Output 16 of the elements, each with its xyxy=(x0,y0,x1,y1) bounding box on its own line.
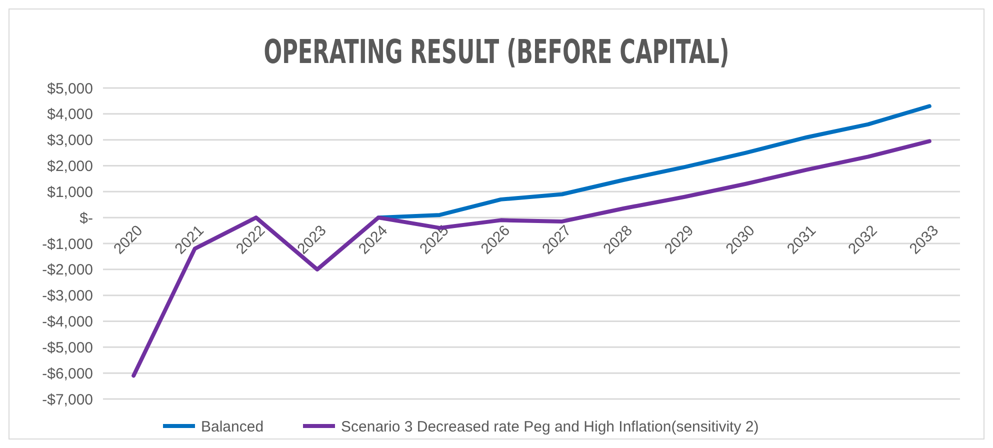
legend-label: Scenario 3 Decreased rate Peg and High Inflation(sensitivity 2) xyxy=(341,418,759,436)
y-tick-label: $3,000 xyxy=(47,132,93,150)
y-tick-label: -$2,000 xyxy=(42,262,93,279)
legend-label: Balanced xyxy=(201,418,264,436)
y-tick-label: -$7,000 xyxy=(42,391,93,408)
y-tick-label: $2,000 xyxy=(47,158,93,175)
y-tick-label: $4,000 xyxy=(47,106,93,124)
y-tick-label: -$3,000 xyxy=(42,288,93,305)
y-tick-label: $- xyxy=(80,210,93,227)
y-tick-label: -$6,000 xyxy=(42,365,93,382)
y-tick-label: $1,000 xyxy=(47,184,93,201)
chart-title: OPERATING RESULT (BEFORE CAPITAL) xyxy=(264,32,730,72)
y-tick-label: $5,000 xyxy=(47,80,93,98)
y-tick-label: -$1,000 xyxy=(42,236,93,253)
y-tick-label: -$4,000 xyxy=(42,314,93,330)
y-tick-label: -$5,000 xyxy=(42,339,93,356)
